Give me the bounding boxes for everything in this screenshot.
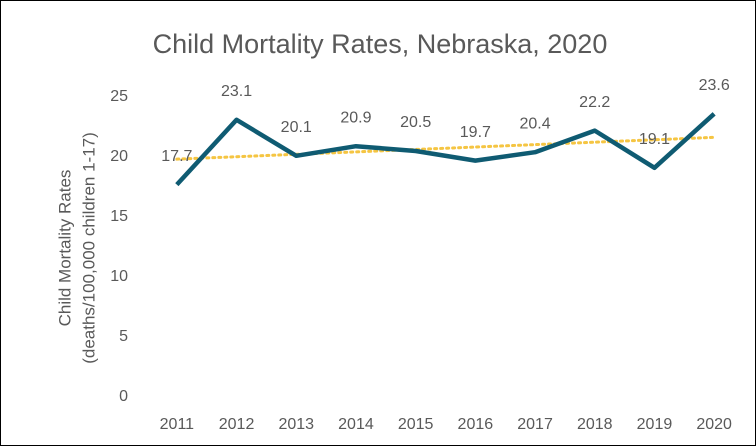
y-tick-label: 25 [110, 88, 128, 105]
y-axis-label: Child Mortality Rates [55, 170, 74, 327]
data-label: 23.1 [221, 83, 252, 100]
x-tick-label: 2015 [398, 416, 434, 433]
y-tick-label: 10 [110, 268, 128, 285]
data-label: 17.7 [161, 148, 192, 165]
x-tick-label: 2019 [637, 416, 673, 433]
y-axis-label: (deaths/100,000 children 1-17) [79, 132, 98, 364]
data-line [175, 112, 716, 187]
x-tick-label: 2018 [577, 416, 613, 433]
x-tick-label: 2016 [458, 416, 494, 433]
data-label: 19.1 [639, 131, 670, 148]
data-label: 22.2 [579, 94, 610, 111]
y-tick-label: 15 [110, 208, 128, 225]
x-tick-label: 2013 [278, 416, 314, 433]
trendline [175, 135, 716, 161]
y-tick-label: 5 [119, 328, 128, 345]
x-tick-label: 2017 [517, 416, 553, 433]
x-tick-label: 2011 [160, 416, 195, 433]
x-tick-label: 2014 [338, 416, 374, 433]
data-label: 20.5 [400, 114, 431, 131]
data-label: 20.4 [519, 115, 550, 132]
x-tick-label: 2020 [696, 416, 732, 433]
data-label: 23.6 [699, 77, 730, 94]
y-tick-label: 20 [110, 148, 128, 165]
y-tick-label: 0 [119, 388, 128, 405]
data-label: 20.1 [281, 119, 312, 136]
x-tick-label: 2012 [219, 416, 255, 433]
data-label: 19.7 [460, 124, 491, 141]
data-label: 20.9 [340, 109, 371, 126]
chart-title: Child Mortality Rates, Nebraska, 2020 [153, 29, 608, 59]
